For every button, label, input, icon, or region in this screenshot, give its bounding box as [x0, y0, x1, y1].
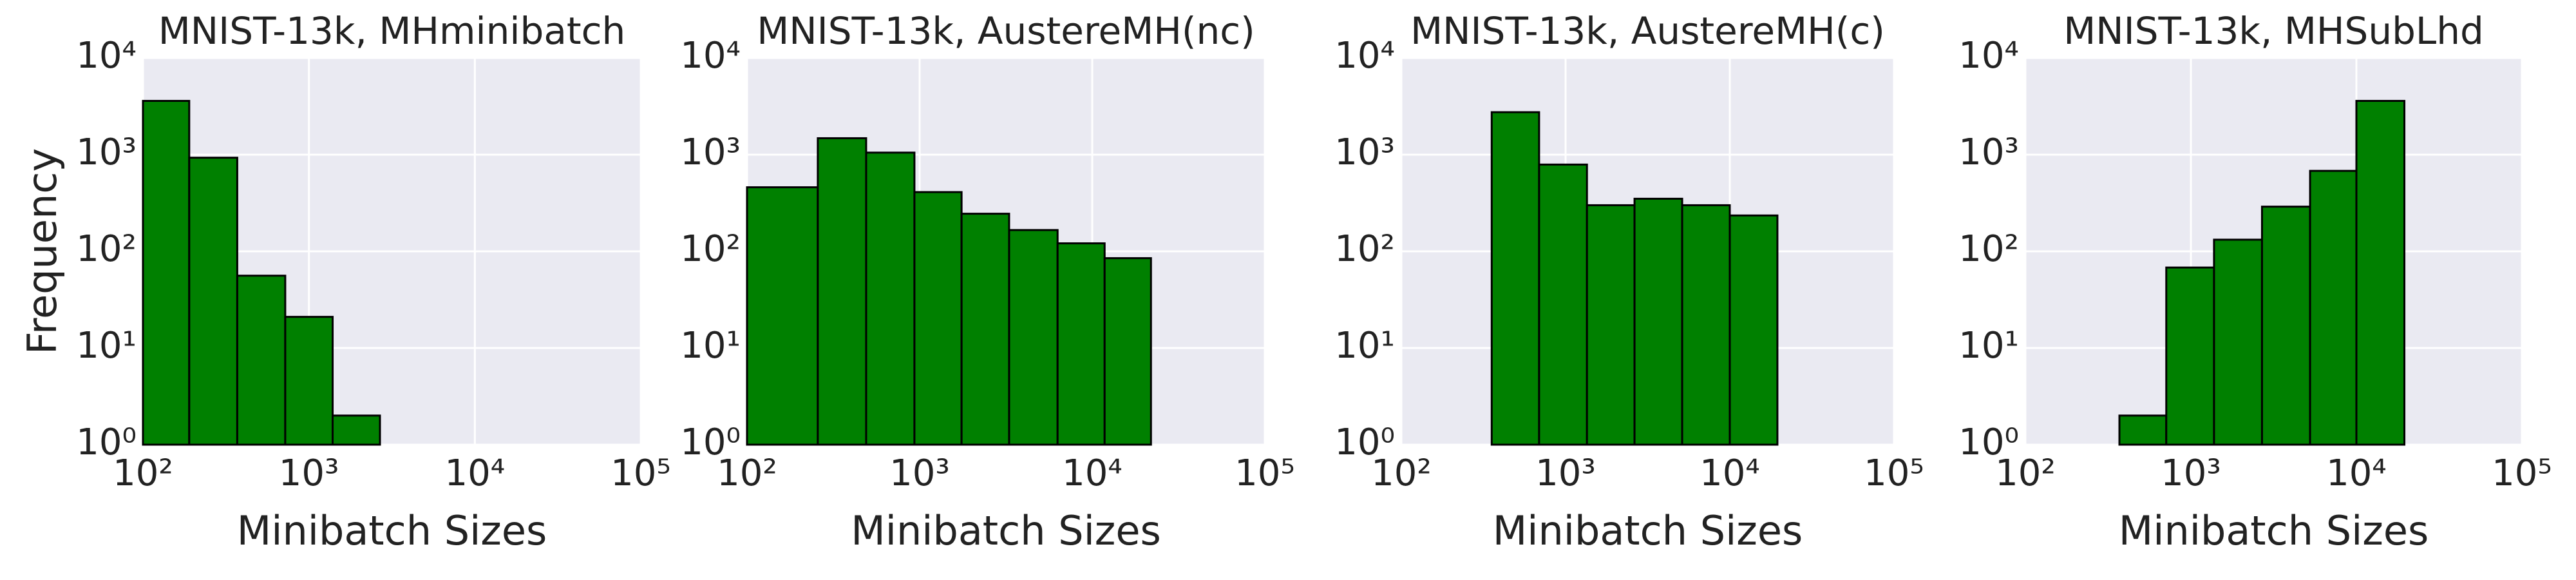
y-tick-label: 10³ — [680, 131, 741, 173]
x-tick-label: 10² — [717, 452, 777, 494]
y-tick-label: 10⁰ — [1958, 421, 2019, 463]
x-tick-label: 10² — [1995, 452, 2056, 494]
bar — [1056, 242, 1106, 446]
y-tick-label: 10¹ — [76, 325, 137, 367]
x-tick-label: 10⁵ — [611, 452, 671, 494]
y-tick-label: 10¹ — [1958, 325, 2019, 367]
y-tick-label: 10² — [680, 228, 741, 270]
bar — [188, 157, 238, 446]
bar — [142, 100, 191, 446]
x-axis-label: Minibatch Sizes — [237, 507, 547, 554]
x-tick-label: 10² — [1371, 452, 1432, 494]
bar — [865, 151, 916, 446]
bar — [1728, 214, 1779, 446]
bar — [236, 275, 287, 446]
y-tick-label: 10² — [76, 228, 137, 270]
bar — [2260, 206, 2311, 446]
y-tick-label: 10⁴ — [1334, 35, 1395, 77]
bar — [1008, 229, 1059, 446]
bar — [746, 186, 819, 446]
bar — [1490, 111, 1540, 446]
chart-title: MNIST-13k, MHminibatch — [158, 9, 626, 53]
bar — [817, 137, 867, 446]
bar — [2355, 100, 2406, 446]
chart-title: MNIST-13k, AustereMH(nc) — [757, 9, 1255, 53]
x-tick-label: 10³ — [1535, 452, 1596, 494]
y-tick-label: 10¹ — [680, 325, 741, 367]
y-axis-label: Frequency — [19, 148, 66, 354]
y-tick-label: 10⁰ — [680, 421, 741, 463]
bar — [1586, 204, 1636, 446]
bar — [284, 316, 334, 446]
y-tick-label: 10² — [1334, 228, 1395, 270]
chart-title: MNIST-13k, MHSubLhd — [2063, 9, 2484, 53]
x-tick-label: 10³ — [279, 452, 339, 494]
bar — [332, 414, 381, 446]
x-tick-label: 10⁴ — [2326, 452, 2387, 494]
x-axis-label: Minibatch Sizes — [2119, 507, 2429, 554]
y-tick-label: 10⁴ — [680, 35, 741, 77]
y-tick-label: 10⁴ — [1958, 35, 2019, 77]
bar — [2165, 266, 2215, 446]
chart-title: MNIST-13k, AustereMH(c) — [1410, 9, 1885, 53]
bar — [1538, 163, 1588, 446]
x-tick-label: 10⁴ — [444, 452, 505, 494]
y-tick-label: 10⁴ — [76, 35, 137, 77]
x-axis-label: Minibatch Sizes — [1493, 507, 1803, 554]
bar — [2118, 414, 2168, 446]
x-tick-label: 10⁴ — [1062, 452, 1122, 494]
bar — [1681, 204, 1731, 446]
bar — [2309, 169, 2358, 446]
bar — [1633, 197, 1683, 446]
bar — [913, 191, 963, 446]
y-tick-label: 10⁰ — [1334, 421, 1395, 463]
y-tick-label: 10¹ — [1334, 325, 1395, 367]
x-tick-label: 10² — [113, 452, 173, 494]
x-tick-label: 10⁵ — [1864, 452, 1924, 494]
y-tick-label: 10³ — [1334, 131, 1395, 173]
x-tick-label: 10⁵ — [1235, 452, 1295, 494]
x-axis-label: Minibatch Sizes — [851, 507, 1161, 554]
bar — [1103, 257, 1152, 446]
x-tick-label: 10⁵ — [2492, 452, 2552, 494]
x-tick-label: 10⁴ — [1700, 452, 1760, 494]
bar — [2213, 238, 2263, 446]
y-tick-label: 10³ — [1958, 131, 2019, 173]
y-tick-label: 10⁰ — [76, 421, 137, 463]
y-tick-label: 10³ — [76, 131, 137, 173]
x-tick-label: 10³ — [2161, 452, 2221, 494]
y-tick-label: 10² — [1958, 228, 2019, 270]
x-tick-label: 10³ — [889, 452, 950, 494]
bar — [960, 213, 1010, 446]
